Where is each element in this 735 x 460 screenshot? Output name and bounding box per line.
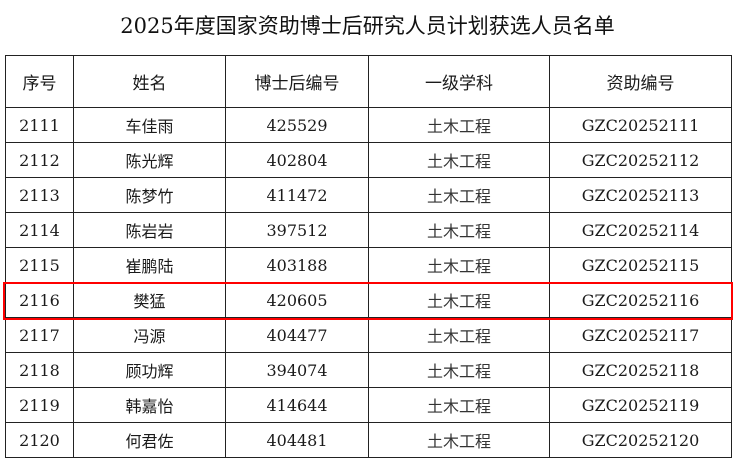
document-title: 2025年度国家资助博士后研究人员计划获选人员名单 <box>120 14 615 38</box>
cell-discipline: 土木工程 <box>368 317 550 353</box>
cell-grant-id: GZC20252117 <box>549 317 732 353</box>
header-index: 序号 <box>5 55 74 108</box>
cell-discipline: 土木工程 <box>368 142 550 178</box>
cell-postdoc-id: 394074 <box>225 352 369 388</box>
table-row: 2115 崔鹏陆 403188 土木工程 GZC20252115 <box>5 247 732 283</box>
cell-index: 2111 <box>5 107 74 143</box>
table-row: 2113 陈梦竹 411472 土木工程 GZC20252113 <box>5 177 732 213</box>
cell-postdoc-id: 425529 <box>225 107 369 143</box>
cell-discipline: 土木工程 <box>368 177 550 213</box>
cell-name: 顾功辉 <box>73 352 226 388</box>
cell-discipline: 土木工程 <box>368 107 550 143</box>
cell-postdoc-id: 411472 <box>225 177 369 213</box>
table-row: 2111 车佳雨 425529 土木工程 GZC20252111 <box>5 107 732 143</box>
cell-grant-id: GZC20252120 <box>549 422 732 458</box>
cell-discipline: 土木工程 <box>368 282 550 318</box>
cell-name: 陈岩岩 <box>73 212 226 248</box>
table-row: 2117 冯源 404477 土木工程 GZC20252117 <box>5 317 732 353</box>
cell-index: 2116 <box>5 282 74 318</box>
cell-postdoc-id: 414644 <box>225 387 369 423</box>
cell-postdoc-id: 404481 <box>225 422 369 458</box>
cell-discipline: 土木工程 <box>368 422 550 458</box>
table-row: 2116 樊猛 420605 土木工程 GZC20252116 <box>5 282 732 318</box>
table-header-row: 序号 姓名 博士后编号 一级学科 资助编号 <box>5 55 732 108</box>
cell-index: 2112 <box>5 142 74 178</box>
header-name: 姓名 <box>73 55 226 108</box>
cell-name: 车佳雨 <box>73 107 226 143</box>
cell-name: 冯源 <box>73 317 226 353</box>
cell-grant-id: GZC20252119 <box>549 387 732 423</box>
cell-index: 2118 <box>5 352 74 388</box>
header-grant-id: 资助编号 <box>549 55 732 108</box>
cell-discipline: 土木工程 <box>368 352 550 388</box>
cell-grant-id: GZC20252114 <box>549 212 732 248</box>
cell-postdoc-id: 397512 <box>225 212 369 248</box>
cell-index: 2114 <box>5 212 74 248</box>
cell-postdoc-id: 402804 <box>225 142 369 178</box>
cell-discipline: 土木工程 <box>368 247 550 283</box>
cell-index: 2113 <box>5 177 74 213</box>
cell-grant-id: GZC20252116 <box>549 282 732 318</box>
cell-index: 2115 <box>5 247 74 283</box>
cell-name: 崔鹏陆 <box>73 247 226 283</box>
header-discipline: 一级学科 <box>368 55 550 108</box>
cell-name: 陈光辉 <box>73 142 226 178</box>
cell-discipline: 土木工程 <box>368 387 550 423</box>
cell-postdoc-id: 403188 <box>225 247 369 283</box>
cell-postdoc-id: 420605 <box>225 282 369 318</box>
cell-name: 韩嘉怡 <box>73 387 226 423</box>
table-row: 2119 韩嘉怡 414644 土木工程 GZC20252119 <box>5 387 732 423</box>
cell-index: 2119 <box>5 387 74 423</box>
cell-index: 2117 <box>5 317 74 353</box>
cell-postdoc-id: 404477 <box>225 317 369 353</box>
cell-name: 陈梦竹 <box>73 177 226 213</box>
table-row: 2118 顾功辉 394074 土木工程 GZC20252118 <box>5 352 732 388</box>
cell-grant-id: GZC20252111 <box>549 107 732 143</box>
cell-grant-id: GZC20252115 <box>549 247 732 283</box>
cell-index: 2120 <box>5 422 74 458</box>
table-row: 2112 陈光辉 402804 土木工程 GZC20252112 <box>5 142 732 178</box>
recipients-table: 序号 姓名 博士后编号 一级学科 资助编号 2111 车佳雨 425529 土木工程 G… <box>5 55 732 458</box>
cell-name: 何君佐 <box>73 422 226 458</box>
cell-grant-id: GZC20252118 <box>549 352 732 388</box>
table-row: 2120 何君佐 404481 土木工程 GZC20252120 <box>5 422 732 458</box>
header-postdoc-id: 博士后编号 <box>225 55 369 108</box>
cell-grant-id: GZC20252113 <box>549 177 732 213</box>
table-row: 2114 陈岩岩 397512 土木工程 GZC20252114 <box>5 212 732 248</box>
cell-name: 樊猛 <box>73 282 226 318</box>
cell-discipline: 土木工程 <box>368 212 550 248</box>
cell-grant-id: GZC20252112 <box>549 142 732 178</box>
